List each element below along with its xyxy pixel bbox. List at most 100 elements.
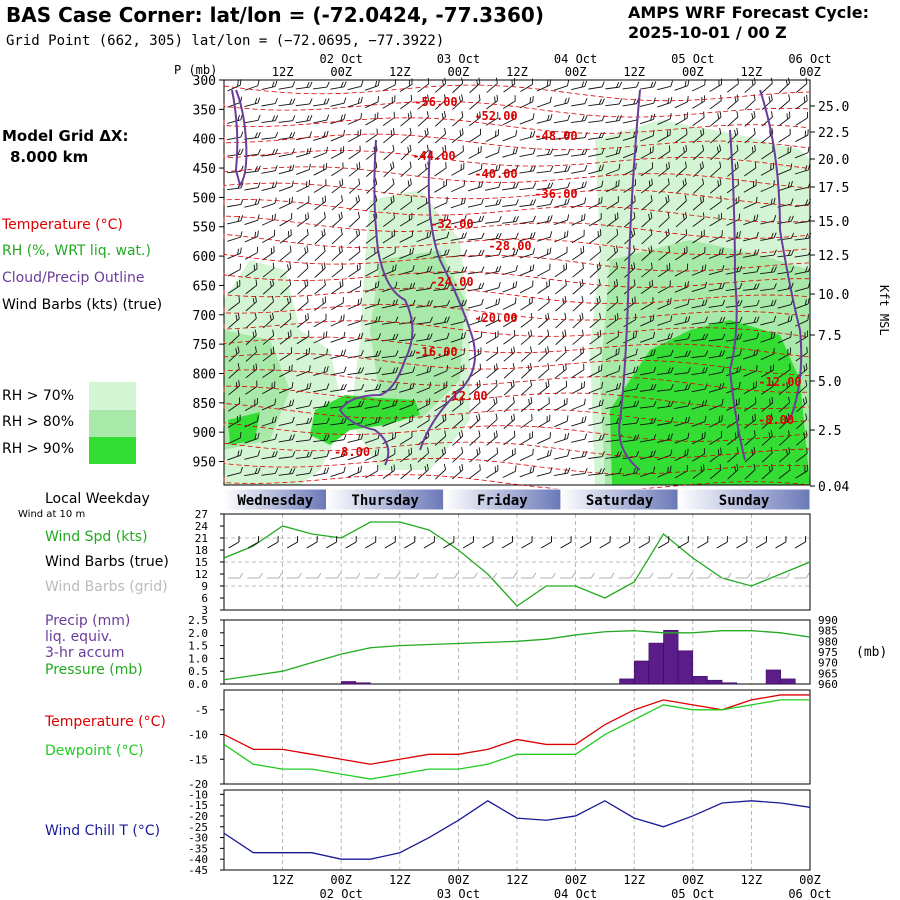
- temperature-contour: [223, 199, 810, 223]
- wind-barb: [330, 129, 345, 142]
- wind-barb: [725, 365, 742, 377]
- wind-barb: [347, 400, 365, 409]
- wind-barb-true: [579, 536, 592, 549]
- rh-shading-4: [370, 250, 465, 420]
- wind-barb: [313, 146, 328, 159]
- temperature-contour: [223, 403, 810, 426]
- wind-barb: [262, 246, 275, 261]
- wind-barb: [675, 128, 688, 143]
- wind-barb: [331, 211, 343, 228]
- wind-barb: [691, 367, 708, 376]
- wind-barb: [554, 432, 570, 444]
- wind-barb-true: [775, 536, 787, 549]
- wind-barb: [519, 199, 537, 207]
- wind-barb: [536, 449, 552, 461]
- wind-barb: [691, 333, 709, 342]
- wind-barb: [589, 312, 601, 329]
- wind-barb: [605, 467, 622, 476]
- temperature-label: -24.00: [430, 275, 473, 289]
- wind-barb: [503, 413, 516, 429]
- wind-barb: [572, 262, 584, 278]
- wind-barb: [760, 315, 777, 326]
- wind-barb: [709, 178, 722, 194]
- wind-barb: [383, 195, 395, 211]
- top-date-tick: 04 Oct: [554, 52, 597, 66]
- wind-barb: [400, 94, 413, 110]
- wind-barb: [536, 148, 554, 157]
- wind-barb: [295, 114, 313, 124]
- wind-barb: [347, 112, 363, 125]
- wind-barb-true: [326, 536, 338, 549]
- wind-barb: [657, 263, 671, 278]
- wind-barb: [639, 366, 657, 376]
- wind-barb: [674, 298, 690, 309]
- wind-barb: [708, 316, 726, 325]
- wind-barb: [503, 78, 516, 93]
- wind-barb: [708, 398, 724, 411]
- temperature-contour: [223, 336, 810, 358]
- windchill-ytick: -25: [188, 821, 208, 834]
- wind-barb: [553, 450, 570, 460]
- wind-barb: [777, 180, 793, 192]
- wind-barb: [640, 279, 654, 294]
- wind-barb: [692, 212, 705, 227]
- wind-barb-true: [560, 536, 572, 549]
- wind-barb: [451, 364, 465, 378]
- windchill-ytick: -20: [188, 810, 208, 823]
- wind-barb-true: [462, 536, 474, 549]
- wind-barb: [641, 245, 653, 261]
- cloud-outline-0: [231, 89, 248, 188]
- temperature-contour: [223, 474, 810, 491]
- wind-barb: [366, 161, 378, 177]
- top-hour-tick: 12Z: [272, 65, 294, 79]
- wind-barb: [434, 94, 446, 110]
- temperature-ytick: -10: [188, 729, 208, 742]
- windchill-ytick: -10: [188, 788, 208, 801]
- wind-barb: [605, 347, 620, 361]
- wind-barb: [726, 231, 741, 243]
- wind-barb: [314, 195, 327, 211]
- wind-barb: [571, 80, 588, 91]
- wind-barb: [295, 434, 313, 443]
- wind-barb: [295, 382, 312, 393]
- wind-barb-grid: [344, 572, 361, 579]
- wind-barb: [761, 463, 773, 480]
- precip-label: Precip (mm): [45, 613, 131, 629]
- wind-barb: [486, 363, 498, 379]
- temperature-contour: [223, 101, 810, 118]
- rh80-swatch: [89, 410, 136, 437]
- wind-barb: [400, 111, 412, 127]
- rh70-swatch: [89, 382, 136, 410]
- wind-barb-grid: [755, 572, 771, 579]
- wind-barb: [622, 434, 640, 443]
- precip-bar: [677, 650, 694, 685]
- wind-barb: [537, 263, 551, 277]
- wind-barb: [794, 265, 811, 275]
- wind-barb: [555, 279, 567, 295]
- pressure-tick-label: 400: [193, 133, 216, 148]
- wind-barb: [538, 363, 550, 379]
- legend-rh: RH (%, WRT liq. wat.): [2, 243, 151, 259]
- wind-barb: [228, 296, 241, 312]
- pressure-unit: (mb): [856, 645, 887, 660]
- wind-barb: [365, 96, 380, 109]
- wind-barb: [674, 96, 689, 109]
- wind-barb: [777, 331, 792, 344]
- wind-barb-grid: [481, 572, 498, 579]
- wind-barb: [347, 80, 364, 91]
- wind-barb: [434, 127, 447, 144]
- wind-barb: [399, 78, 413, 93]
- pressure-tick-label: 500: [193, 191, 216, 206]
- wind-barb: [245, 329, 257, 346]
- wind-barb: [245, 279, 258, 295]
- grid-point-label: Grid Point (662, 305) lat/lon = (−72.069…: [6, 33, 445, 49]
- wind-barb: [554, 79, 570, 91]
- wind-barb: [554, 415, 569, 428]
- wind-barb: [709, 212, 723, 227]
- wind-ytick: 15: [195, 556, 208, 569]
- wind-barb: [452, 77, 464, 94]
- pressure-ytick: 960: [818, 678, 838, 691]
- wind-barb: [399, 366, 416, 376]
- kft-tick-label: 15.0: [818, 215, 849, 230]
- wind-barb: [588, 399, 604, 410]
